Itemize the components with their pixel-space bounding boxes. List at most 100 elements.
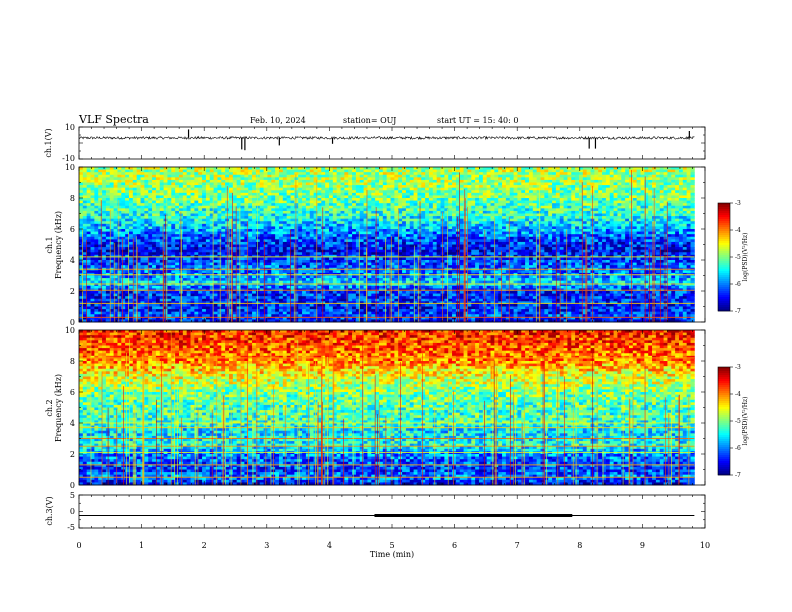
spectrogram-cell: [260, 193, 264, 196]
spectrogram-cell: [191, 286, 195, 289]
spectrogram-cell: [391, 180, 395, 183]
spectrogram-cell: [302, 201, 306, 204]
spectrogram-cell: [298, 291, 302, 294]
spectrogram-cell: [241, 201, 245, 204]
spectrogram-cell: [371, 180, 375, 183]
spectrogram-cell: [91, 278, 95, 281]
spectrogram-cell: [344, 247, 348, 250]
spectrogram-cell: [360, 270, 364, 273]
spectrogram-cell: [129, 211, 133, 214]
spectrogram-cell: [275, 263, 279, 266]
spectrogram-cell: [279, 237, 283, 240]
spectrogram-cell: [102, 185, 106, 188]
spectrogram-cell: [294, 245, 298, 248]
spectrogram-cell: [148, 312, 152, 315]
spectrogram-cell: [194, 252, 198, 255]
spectrogram-cell: [367, 193, 371, 196]
spectrogram-cell: [375, 167, 379, 170]
spectrogram-cell: [314, 286, 318, 289]
spectrogram-cell: [267, 260, 271, 263]
spectrogram-cell: [333, 286, 337, 289]
spectrogram-cell: [160, 175, 164, 178]
spectrogram-cell: [144, 252, 148, 255]
spectrogram-cell: [252, 185, 256, 188]
spectrogram-cell: [206, 224, 210, 227]
spectrogram-cell: [387, 237, 391, 240]
spectrogram-cell: [325, 183, 329, 186]
spectrogram-cell: [356, 198, 360, 201]
spectrogram-cell: [175, 242, 179, 245]
spectrogram-cell: [171, 307, 175, 310]
spectrogram-cell: [352, 185, 356, 188]
spectrogram-cell: [302, 185, 306, 188]
spectrogram-cell: [141, 188, 145, 191]
spectrogram-cell: [298, 257, 302, 260]
spectrogram-cell: [310, 183, 314, 186]
spectrogram-cell: [121, 281, 125, 284]
spectrogram-cell: [117, 198, 121, 201]
spectrogram-cell: [214, 263, 218, 266]
spectrogram-cell: [121, 206, 125, 209]
spectrogram-cell: [321, 278, 325, 281]
spectrogram-cell: [379, 237, 383, 240]
spectrogram-cell: [217, 234, 221, 237]
spectrogram-cell: [279, 312, 283, 315]
spectrogram-cell: [214, 226, 218, 229]
spectrogram-cell: [98, 198, 102, 201]
spectrogram-cell: [379, 190, 383, 193]
spectrogram-cell: [267, 198, 271, 201]
spectrogram-cell: [194, 221, 198, 224]
spectrogram-cell: [98, 250, 102, 253]
spectrogram-cell: [117, 193, 121, 196]
spectrogram-cell: [102, 219, 106, 222]
spectrogram-cell: [360, 170, 364, 173]
spectrogram-cell: [152, 263, 156, 266]
spectrogram-cell: [260, 309, 264, 312]
spectrogram-cell: [264, 250, 268, 253]
spectrogram-cell: [106, 229, 110, 232]
spectrogram-cell: [167, 226, 171, 229]
spectrogram-cell: [156, 239, 160, 242]
spectrogram-cell: [110, 203, 114, 206]
spectrogram-cell: [310, 239, 314, 242]
spectrogram-cell: [98, 276, 102, 279]
spectrogram-cell: [164, 211, 168, 214]
spectrogram-cell: [271, 216, 275, 219]
spectrogram-cell: [275, 234, 279, 237]
spectrogram-cell: [183, 195, 187, 198]
spectrogram-cell: [317, 221, 321, 224]
spectrogram-cell: [202, 219, 206, 222]
spectrogram-cell: [329, 214, 333, 217]
spectrogram-cell: [375, 180, 379, 183]
spectrogram-cell: [114, 296, 118, 299]
spectrogram-cell: [106, 188, 110, 191]
spectrogram-cell: [379, 208, 383, 211]
spectrogram-cell: [183, 198, 187, 201]
spectrogram-cell: [283, 201, 287, 204]
spectrogram-cell: [329, 232, 333, 235]
spectrogram-cell: [325, 296, 329, 299]
spectrogram-cell: [87, 260, 91, 263]
spectrogram-cell: [383, 208, 387, 211]
spectrogram-cell: [279, 224, 283, 227]
spectrogram-cell: [187, 183, 191, 186]
spectrogram-cell: [160, 177, 164, 180]
spectrogram-cell: [144, 216, 148, 219]
spectrogram-cell: [348, 172, 352, 175]
spectrogram-cell: [371, 304, 375, 307]
spectrogram-cell: [148, 294, 152, 297]
spectrogram-cell: [167, 307, 171, 310]
spectrogram-cell: [183, 214, 187, 217]
spectrogram-cell: [117, 221, 121, 224]
spectrogram-cell: [144, 198, 148, 201]
spectrogram-cell: [248, 296, 252, 299]
spectrogram-cell: [360, 193, 364, 196]
spectrogram-cell: [294, 216, 298, 219]
spectrogram-cell: [148, 172, 152, 175]
spectrogram-cell: [175, 232, 179, 235]
spectrogram-cell: [337, 193, 341, 196]
spectrogram-cell: [317, 167, 321, 170]
spectrogram-cell: [214, 208, 218, 211]
spectrogram-cell: [114, 214, 118, 217]
spectrogram-cell: [202, 224, 206, 227]
